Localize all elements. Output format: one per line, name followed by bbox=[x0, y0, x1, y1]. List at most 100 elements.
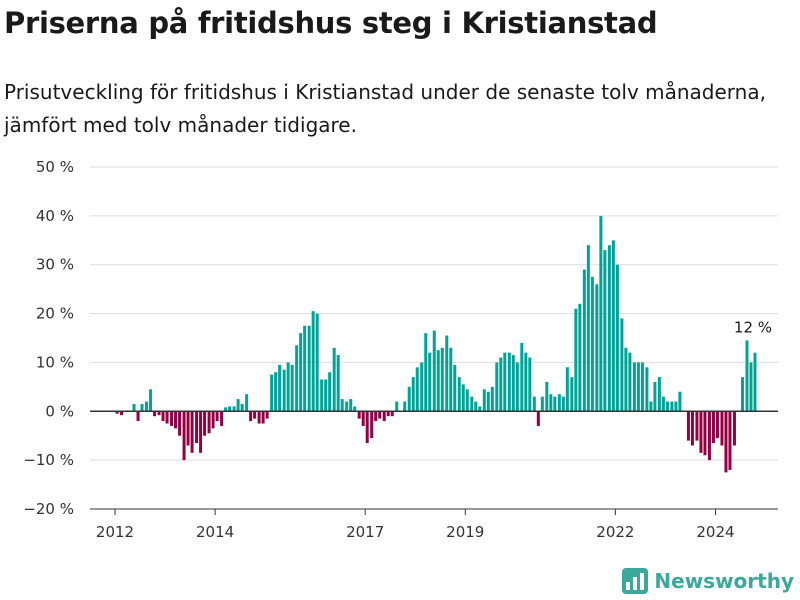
y-tick-label: 10 % bbox=[36, 353, 74, 371]
y-tick-label: 40 % bbox=[36, 207, 74, 225]
bar bbox=[720, 411, 724, 446]
bar bbox=[445, 335, 449, 412]
bar bbox=[674, 401, 678, 412]
bar bbox=[503, 352, 507, 412]
bar bbox=[678, 391, 682, 412]
bar bbox=[440, 347, 444, 412]
y-tick-label: −10 % bbox=[23, 451, 74, 469]
bar bbox=[157, 411, 161, 416]
bar bbox=[182, 411, 186, 461]
brand-name: Newsworthy bbox=[654, 569, 794, 593]
bar bbox=[361, 411, 365, 426]
bar bbox=[507, 352, 511, 412]
bar bbox=[449, 347, 453, 412]
bar bbox=[145, 401, 149, 412]
x-tick-label: 2022 bbox=[596, 523, 634, 541]
bar bbox=[382, 411, 386, 422]
bar bbox=[470, 396, 474, 412]
bar bbox=[570, 377, 574, 412]
y-tick-label: −20 % bbox=[23, 500, 74, 518]
bar bbox=[415, 367, 419, 412]
bar bbox=[340, 399, 344, 412]
y-tick-label: 50 % bbox=[36, 158, 74, 176]
bar bbox=[478, 406, 482, 412]
bar bbox=[257, 411, 261, 424]
bar bbox=[474, 401, 478, 412]
x-tick-label: 2012 bbox=[96, 523, 134, 541]
bar bbox=[132, 403, 136, 412]
bar bbox=[703, 411, 707, 456]
bar bbox=[524, 352, 528, 412]
bar bbox=[586, 245, 590, 412]
bar bbox=[345, 401, 349, 412]
bar bbox=[353, 406, 357, 412]
newsworthy-logo-icon bbox=[622, 568, 649, 594]
y-tick-label: 30 % bbox=[36, 256, 74, 274]
bar bbox=[220, 411, 224, 426]
bar bbox=[599, 215, 603, 412]
bar bbox=[495, 362, 499, 412]
bar bbox=[299, 333, 303, 412]
bar bbox=[436, 350, 440, 412]
bar bbox=[532, 396, 536, 412]
bar bbox=[290, 364, 294, 412]
bar bbox=[690, 411, 694, 446]
bar bbox=[403, 401, 407, 412]
bar bbox=[390, 411, 394, 417]
bar bbox=[432, 330, 436, 412]
bar bbox=[295, 345, 299, 412]
bar bbox=[140, 403, 144, 412]
bar bbox=[195, 411, 199, 444]
bar bbox=[520, 342, 524, 412]
y-tick-label: 0 % bbox=[45, 402, 74, 420]
bar bbox=[724, 411, 728, 473]
bar bbox=[324, 379, 328, 412]
bar bbox=[165, 411, 169, 424]
bar bbox=[161, 411, 165, 422]
bar bbox=[603, 250, 607, 412]
bar bbox=[190, 411, 194, 453]
bar bbox=[174, 411, 178, 429]
bar bbox=[311, 311, 315, 412]
bar bbox=[245, 394, 249, 412]
bar bbox=[536, 411, 540, 426]
chart-title: Priserna på fritidshus steg i Kristianst… bbox=[4, 6, 658, 40]
bar bbox=[707, 411, 711, 461]
bar bbox=[253, 411, 257, 419]
bar bbox=[136, 411, 140, 422]
bar bbox=[699, 411, 703, 453]
bar bbox=[545, 381, 549, 412]
bar bbox=[270, 374, 274, 412]
bar bbox=[378, 411, 382, 419]
bar bbox=[303, 325, 307, 412]
bar bbox=[232, 406, 236, 412]
x-tick-label: 2017 bbox=[346, 523, 384, 541]
bar bbox=[203, 411, 207, 436]
bar bbox=[590, 276, 594, 412]
bar bbox=[574, 308, 578, 412]
bar bbox=[561, 396, 565, 412]
bar bbox=[407, 386, 411, 412]
bar bbox=[490, 386, 494, 412]
bar bbox=[711, 411, 715, 444]
bar bbox=[465, 389, 469, 412]
bar bbox=[640, 362, 644, 412]
bar bbox=[395, 401, 399, 412]
bar bbox=[457, 377, 461, 412]
chart-subtitle: Prisutveckling för fritidshus i Kristian… bbox=[4, 80, 766, 137]
bar bbox=[728, 411, 732, 470]
bar bbox=[565, 367, 569, 412]
bar bbox=[607, 245, 611, 412]
bar bbox=[170, 411, 174, 426]
bar bbox=[240, 403, 244, 412]
bar bbox=[424, 333, 428, 412]
bar bbox=[249, 411, 253, 422]
bar bbox=[420, 362, 424, 412]
bar bbox=[740, 377, 744, 412]
bar bbox=[486, 391, 490, 412]
newsworthy-logo: Newsworthy bbox=[622, 568, 794, 594]
bar bbox=[657, 377, 661, 412]
bar bbox=[611, 240, 615, 412]
x-tick-label: 2019 bbox=[446, 523, 484, 541]
bar bbox=[328, 372, 332, 412]
